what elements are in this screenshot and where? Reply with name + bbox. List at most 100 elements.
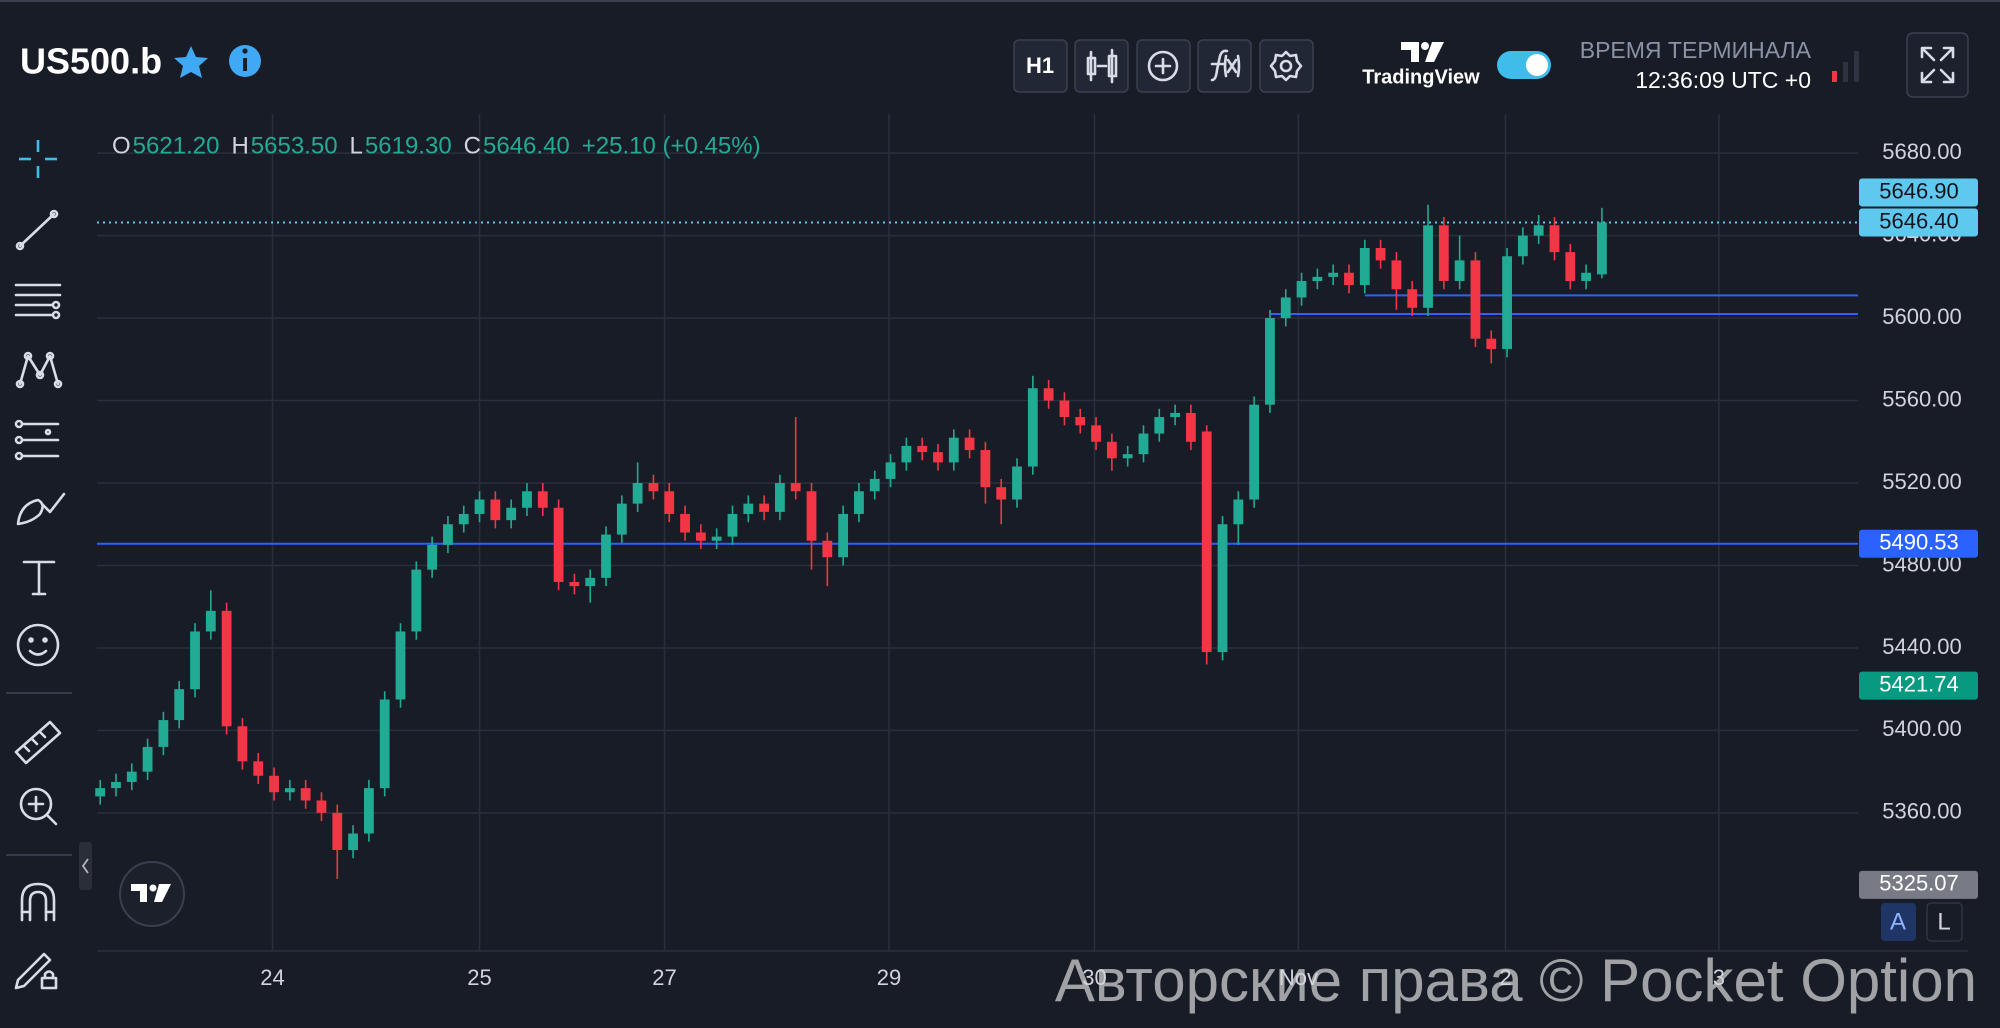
candle-body bbox=[253, 761, 264, 776]
drawing-toolbar bbox=[6, 140, 72, 990]
candle-body bbox=[854, 491, 864, 514]
emoji-tool[interactable] bbox=[16, 623, 60, 667]
candle-body bbox=[1059, 400, 1070, 418]
legend-change: +25.10 (+0.45%) bbox=[582, 132, 761, 159]
candle-body bbox=[1407, 289, 1418, 308]
candle-body bbox=[1359, 248, 1370, 286]
terminal-time: 12:36:09 UTC +0 bbox=[1635, 67, 1811, 93]
timeframe-button[interactable] bbox=[1013, 39, 1068, 93]
toolbar: H1 bbox=[1013, 39, 1314, 93]
y-tick-label: 5600.00 bbox=[1882, 304, 1962, 329]
candle-body bbox=[363, 788, 374, 834]
candle-body bbox=[474, 499, 485, 514]
projection-tool[interactable] bbox=[14, 419, 60, 461]
info-icon[interactable] bbox=[229, 45, 261, 77]
candle-body bbox=[111, 781, 121, 789]
candle-body bbox=[1344, 272, 1354, 286]
candle-body bbox=[1581, 272, 1592, 281]
trendline-tool[interactable] bbox=[15, 209, 59, 251]
brush-tool[interactable] bbox=[16, 492, 66, 526]
candle-body bbox=[1565, 252, 1576, 281]
price-tag-label: 5325.07 bbox=[1879, 871, 1959, 896]
x-tick-label: 27 bbox=[652, 965, 676, 990]
auto-scale-button[interactable] bbox=[1881, 903, 1916, 941]
candle-body bbox=[1486, 338, 1497, 350]
fib-tool[interactable] bbox=[14, 283, 62, 320]
favorite-star[interactable] bbox=[174, 46, 208, 78]
settings-icon bbox=[1269, 50, 1303, 82]
candle-body bbox=[1217, 524, 1228, 653]
candle-body bbox=[1312, 276, 1323, 281]
candle-body bbox=[1470, 260, 1481, 339]
candle-body bbox=[1138, 433, 1149, 455]
lock-tool[interactable] bbox=[14, 952, 58, 990]
candle-body bbox=[996, 487, 1007, 500]
candle-body bbox=[537, 491, 548, 508]
candle-body bbox=[1186, 412, 1196, 442]
y-tick-label: 5360.00 bbox=[1882, 799, 1962, 824]
candle-body bbox=[506, 507, 517, 521]
legend-l-label: L bbox=[350, 132, 363, 159]
magnet-tool[interactable] bbox=[20, 882, 56, 922]
candle-body bbox=[1597, 222, 1607, 275]
brand: TradingView bbox=[1362, 66, 1480, 88]
candle-body bbox=[759, 503, 769, 512]
candle-body bbox=[553, 507, 564, 582]
candle-body bbox=[695, 532, 706, 541]
candle-body bbox=[1375, 248, 1386, 261]
candle-body bbox=[743, 503, 754, 514]
x-tick-label: 29 bbox=[877, 965, 901, 990]
overlay: A L 5646.40 5646.90 5490.53 5421.74 5325.07 А… bbox=[119, 178, 1978, 1014]
tv-badge[interactable] bbox=[119, 861, 185, 927]
watermark: Авторские права © Pocket Option bbox=[1055, 947, 1977, 1014]
candle-body bbox=[1106, 441, 1117, 459]
candle-body bbox=[1091, 425, 1101, 442]
fullscreen-button[interactable] bbox=[1906, 32, 1969, 98]
candle-body bbox=[585, 577, 596, 587]
x-tick-label: 2 bbox=[1499, 965, 1511, 990]
candle-body bbox=[1027, 388, 1038, 467]
candles-icon bbox=[1086, 48, 1118, 84]
candle-body bbox=[838, 513, 849, 558]
candle-body bbox=[1233, 499, 1244, 525]
collapse-tab[interactable] bbox=[79, 842, 92, 890]
zoom-tool[interactable] bbox=[19, 787, 58, 826]
candle-body bbox=[1201, 431, 1212, 653]
legend-open: 5621.20 bbox=[133, 132, 220, 159]
pattern-tool[interactable] bbox=[15, 351, 63, 389]
y-tick-label: 5680.00 bbox=[1882, 139, 1962, 164]
settings-button[interactable] bbox=[1259, 39, 1314, 93]
candle-body bbox=[901, 445, 912, 463]
x-tick-label: 3 bbox=[1713, 965, 1725, 990]
candle-body bbox=[1075, 417, 1086, 426]
candle-body bbox=[1280, 297, 1291, 319]
log-scale-button[interactable] bbox=[1926, 902, 1963, 942]
candle-body bbox=[948, 437, 959, 463]
candle-body bbox=[980, 450, 991, 488]
candle-body bbox=[1533, 225, 1544, 236]
candle-body bbox=[284, 788, 295, 793]
candle-body bbox=[1454, 260, 1465, 281]
legend-high: 5653.50 bbox=[251, 132, 338, 159]
price-tag-label: 5490.53 bbox=[1879, 530, 1959, 555]
x-tick-label: Nov bbox=[1279, 965, 1318, 990]
toggle[interactable] bbox=[1497, 51, 1551, 79]
candle-body bbox=[680, 513, 690, 533]
candle-body bbox=[885, 462, 896, 479]
x-tick-label: 25 bbox=[467, 965, 491, 990]
candle-body bbox=[727, 513, 738, 537]
crosshair-tool[interactable] bbox=[19, 140, 57, 178]
text-tool[interactable] bbox=[22, 560, 56, 596]
candle-body bbox=[1043, 388, 1054, 401]
y-tick-label: 5440.00 bbox=[1882, 634, 1962, 659]
candle-body bbox=[1154, 417, 1165, 434]
add-icon bbox=[1147, 50, 1179, 82]
indicators-icon bbox=[1210, 49, 1241, 82]
candle-body bbox=[1249, 404, 1260, 500]
ruler-tool[interactable] bbox=[14, 720, 62, 765]
terminal-time-label: ВРЕМЯ ТЕРМИНАЛА bbox=[1580, 37, 1812, 63]
candle-body bbox=[806, 491, 817, 541]
candle-body bbox=[1549, 225, 1560, 253]
